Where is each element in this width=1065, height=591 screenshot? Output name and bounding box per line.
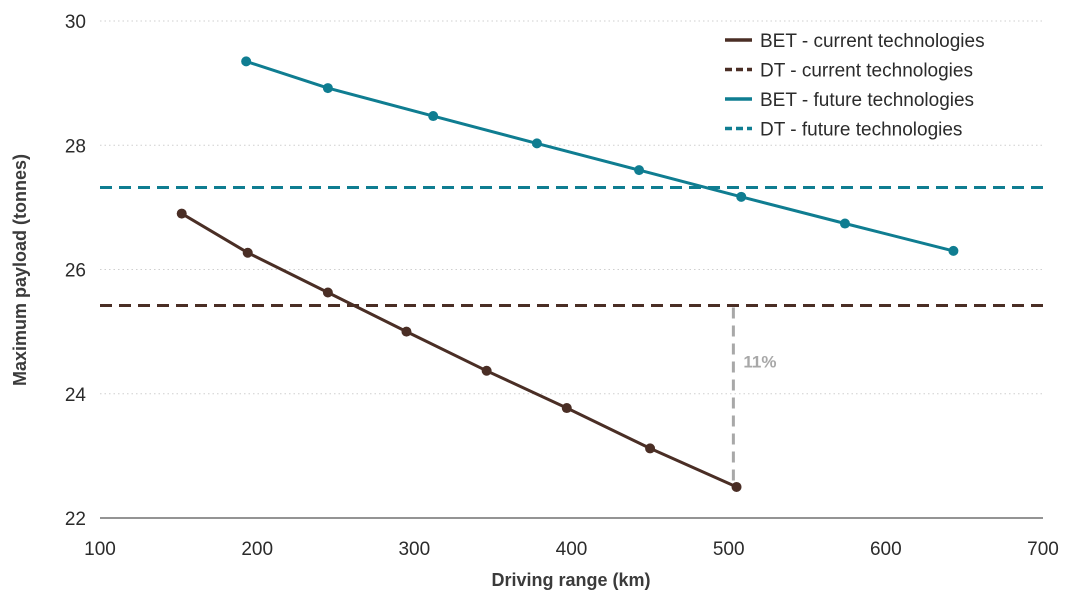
series-0 xyxy=(176,208,742,492)
x-tick-label: 300 xyxy=(398,539,430,560)
data-point xyxy=(176,208,187,219)
y-tick-label: 28 xyxy=(65,136,86,157)
data-point xyxy=(322,83,333,94)
y-tick-label: 22 xyxy=(65,509,86,530)
y-tick-label: 30 xyxy=(65,12,86,33)
legend: BET - current technologies DT - current t… xyxy=(725,31,985,141)
legend-label: BET - current technologies xyxy=(760,31,985,52)
data-point xyxy=(242,247,253,258)
x-tick-labels: 100 200 300 400 500 600 700 xyxy=(84,539,1059,560)
x-tick-label: 700 xyxy=(1027,539,1059,560)
series-line xyxy=(245,59,954,253)
y-tick-label: 24 xyxy=(65,385,87,406)
data-point xyxy=(481,365,492,376)
data-point xyxy=(401,326,412,337)
series-line xyxy=(180,212,738,489)
y-axis-title: Maximum payload (tonnes) xyxy=(10,154,30,386)
data-point xyxy=(736,191,747,202)
y-tick-label: 26 xyxy=(65,261,86,282)
x-axis-title: Driving range (km) xyxy=(491,570,650,590)
data-point xyxy=(561,403,572,414)
data-point xyxy=(731,481,742,492)
annotations: 11% xyxy=(731,307,776,481)
x-tick-label: 400 xyxy=(556,539,588,560)
data-point xyxy=(531,138,542,149)
x-tick-label: 500 xyxy=(713,539,745,560)
x-tick-label: 100 xyxy=(84,539,116,560)
series xyxy=(100,56,1043,492)
series-2 xyxy=(241,56,959,256)
x-tick-label: 200 xyxy=(241,539,273,560)
data-point xyxy=(428,111,439,122)
data-point xyxy=(241,56,252,67)
gap-annotation-label: 11% xyxy=(743,353,776,372)
legend-label: DT - current technologies xyxy=(760,61,973,82)
legend-item-3: DT - future technologies xyxy=(725,120,962,141)
legend-item-2: BET - future technologies xyxy=(725,90,974,111)
legend-item-0: BET - current technologies xyxy=(725,31,985,52)
y-tick-labels: 22 24 26 28 30 xyxy=(65,12,87,530)
data-point xyxy=(634,165,645,176)
legend-item-1: DT - current technologies xyxy=(725,61,973,82)
data-point xyxy=(322,287,333,298)
data-point xyxy=(948,245,959,256)
x-tick-label: 600 xyxy=(870,539,902,560)
data-point xyxy=(645,443,656,454)
legend-label: DT - future technologies xyxy=(760,120,962,141)
legend-label: BET - future technologies xyxy=(760,90,974,111)
data-point xyxy=(839,218,850,229)
